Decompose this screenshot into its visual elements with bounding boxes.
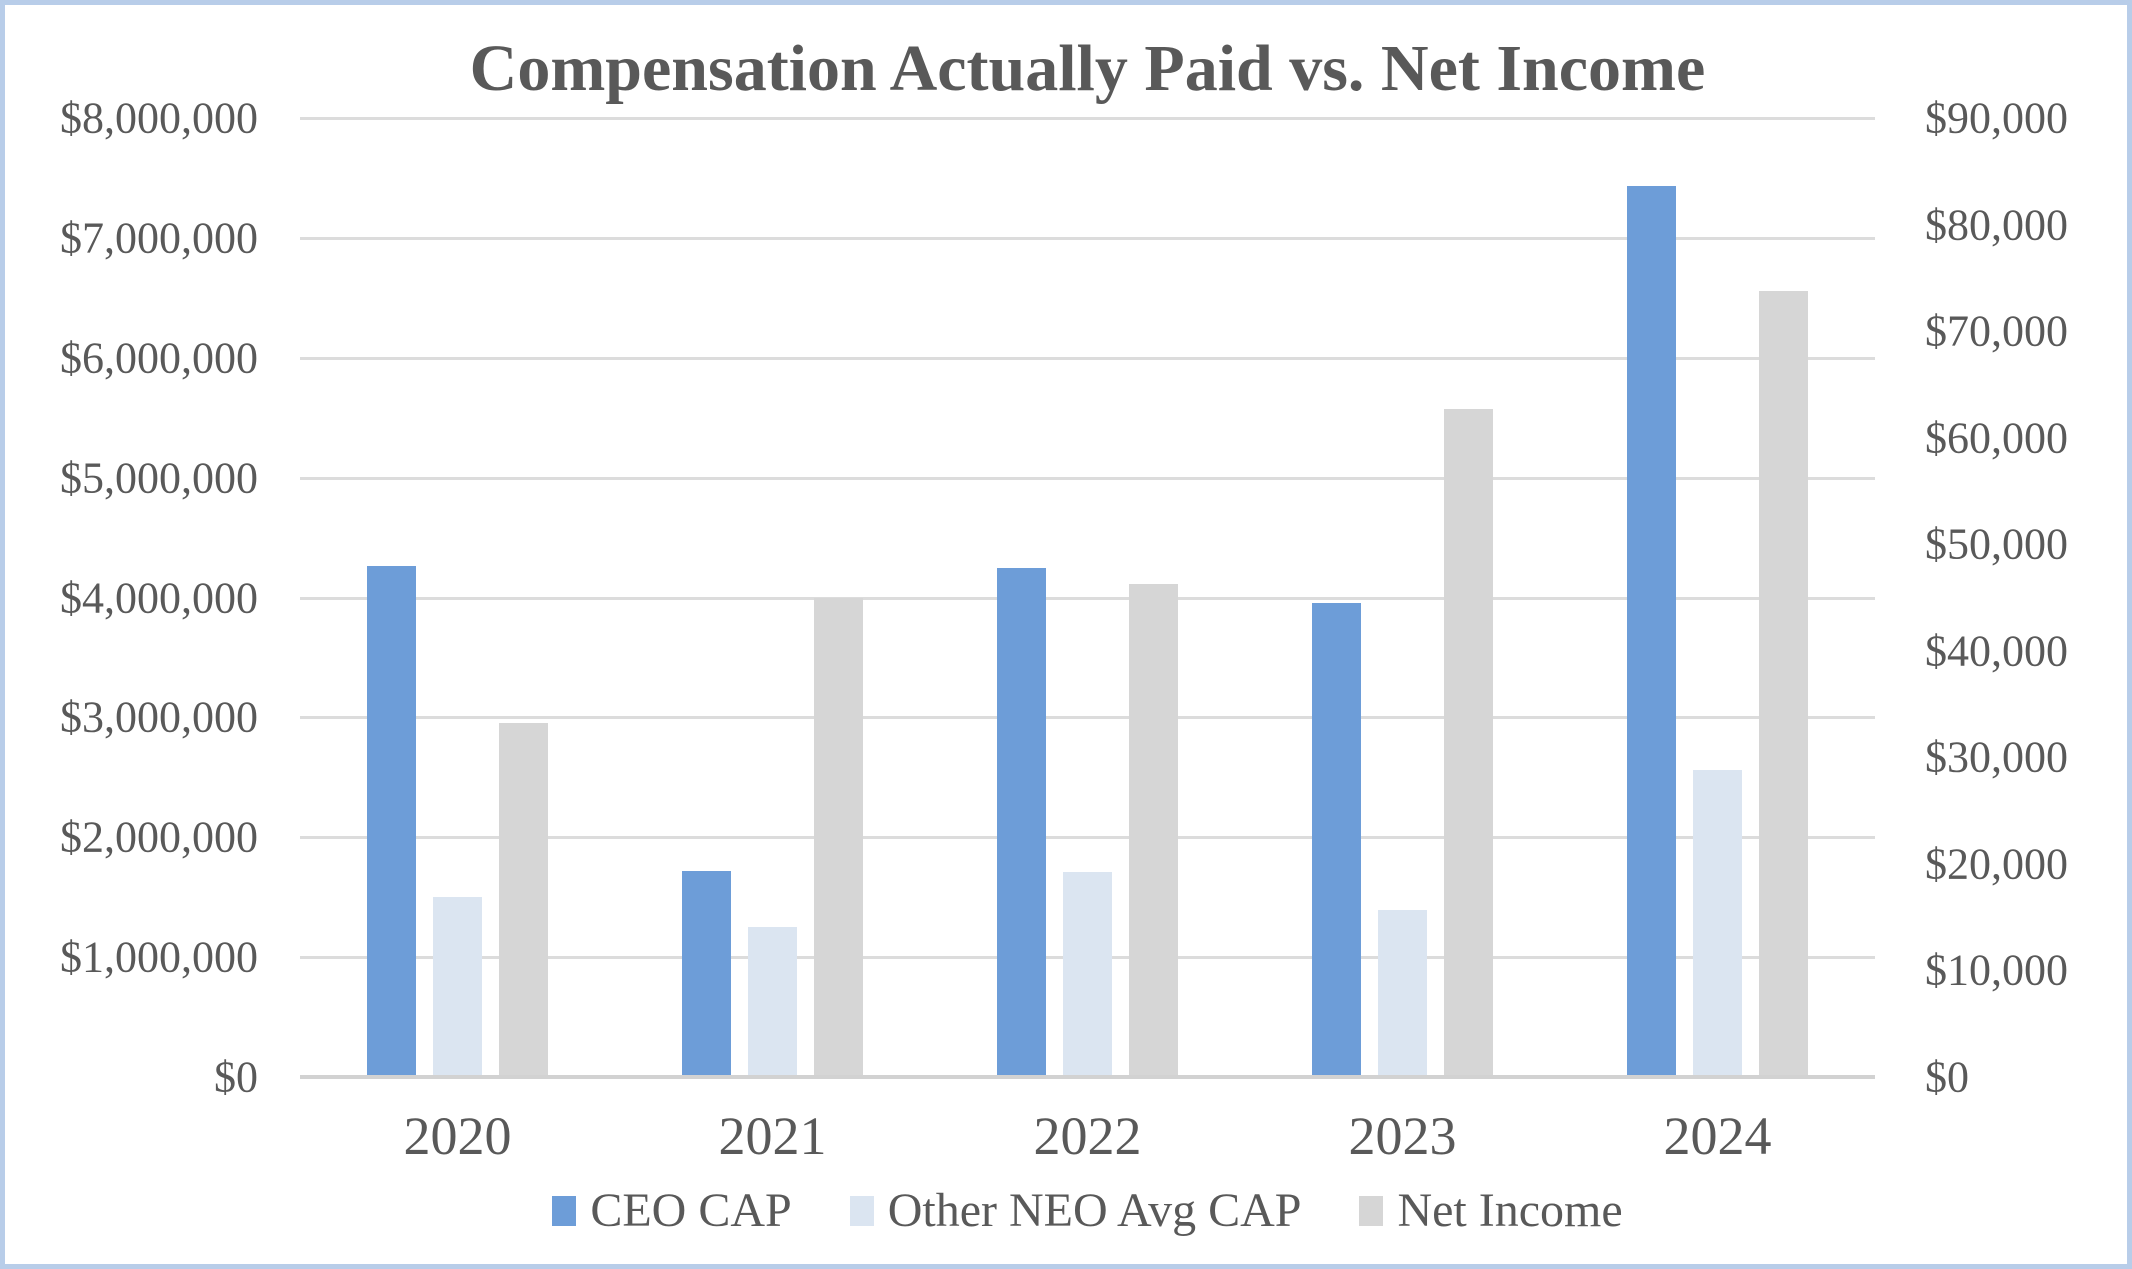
gridline (300, 476, 1875, 480)
right-axis-tick-label: $0 (1925, 1052, 1969, 1102)
legend-swatch-other-neo-avg-cap (849, 1195, 874, 1226)
legend-swatch-net-income (1359, 1195, 1384, 1226)
legend-item-net-income: Net Income (1359, 1183, 1623, 1238)
chart: Compensation Actually Paid vs. Net Incom… (5, 5, 2127, 1264)
right-axis-tick-label: $20,000 (1925, 839, 2068, 889)
gridline (300, 117, 1875, 120)
bar-net-income-2022 (1129, 583, 1178, 1077)
bar-net-income-2024 (1759, 290, 1808, 1077)
legend-item-other-neo-avg-cap: Other NEO Avg CAP (849, 1183, 1302, 1238)
x-axis-label-2020: 2020 (403, 1106, 512, 1166)
bar-other-neo-avg-cap-2023 (1378, 910, 1427, 1077)
legend-swatch-ceo-cap (552, 1195, 577, 1226)
left-axis-tick-label: $3,000,000 (60, 692, 258, 742)
right-axis-tick-label: $30,000 (1925, 732, 2068, 782)
gridline (300, 836, 1875, 840)
legend-label-net-income: Net Income (1397, 1184, 1623, 1237)
bar-other-neo-avg-cap-2021 (748, 927, 797, 1077)
x-axis-label-2024: 2024 (1663, 1106, 1772, 1166)
left-axis-tick-label: $1,000,000 (60, 932, 258, 982)
gridline (300, 356, 1875, 360)
right-axis-tick-label: $60,000 (1925, 413, 2068, 463)
left-axis-tick-label: $2,000,000 (60, 812, 258, 862)
left-axis-tick-label: $5,000,000 (60, 453, 258, 503)
bar-net-income-2020 (499, 723, 548, 1077)
gridline (300, 236, 1875, 240)
bar-ceo-cap-2021 (682, 870, 731, 1077)
legend-label-other-neo-avg-cap: Other NEO Avg CAP (887, 1184, 1302, 1237)
bar-other-neo-avg-cap-2022 (1063, 872, 1112, 1077)
chart-title: Compensation Actually Paid vs. Net Incom… (469, 32, 1706, 105)
gridline (300, 596, 1875, 600)
legend: CEO CAP Other NEO Avg CAP Net Income (300, 1183, 1875, 1238)
bar-ceo-cap-2020 (367, 566, 416, 1077)
bar-net-income-2021 (814, 597, 863, 1077)
left-axis-tick-label: $8,000,000 (60, 93, 258, 143)
left-axis-tick-label: $6,000,000 (60, 333, 258, 383)
gridline (300, 716, 1875, 720)
x-axis-label-2023: 2023 (1348, 1106, 1457, 1166)
bar-net-income-2023 (1444, 408, 1493, 1077)
right-axis-tick-label: $90,000 (1925, 93, 2068, 143)
left-axis-tick-label: $0 (214, 1052, 258, 1102)
bar-ceo-cap-2024 (1627, 186, 1676, 1077)
x-axis-label-2022: 2022 (1033, 1106, 1142, 1166)
right-axis-tick-label: $10,000 (1925, 945, 2068, 995)
right-axis-tick-label: $70,000 (1925, 306, 2068, 356)
bar-ceo-cap-2023 (1312, 603, 1361, 1077)
bar-other-neo-avg-cap-2020 (433, 897, 482, 1077)
legend-label-ceo-cap: CEO CAP (590, 1184, 792, 1237)
left-axis-tick-label: $4,000,000 (60, 573, 258, 622)
legend-item-ceo-cap: CEO CAP (552, 1183, 792, 1238)
right-axis-tick-label: $50,000 (1925, 519, 2068, 569)
right-axis-tick-label: $40,000 (1925, 626, 2068, 676)
bar-ceo-cap-2022 (997, 567, 1046, 1077)
right-axis-tick-label: $80,000 (1925, 200, 2068, 250)
left-axis-tick-label: $7,000,000 (60, 213, 258, 263)
bar-other-neo-avg-cap-2024 (1693, 770, 1742, 1077)
x-axis-line (300, 1075, 1875, 1079)
x-axis-label-2021: 2021 (718, 1106, 827, 1166)
